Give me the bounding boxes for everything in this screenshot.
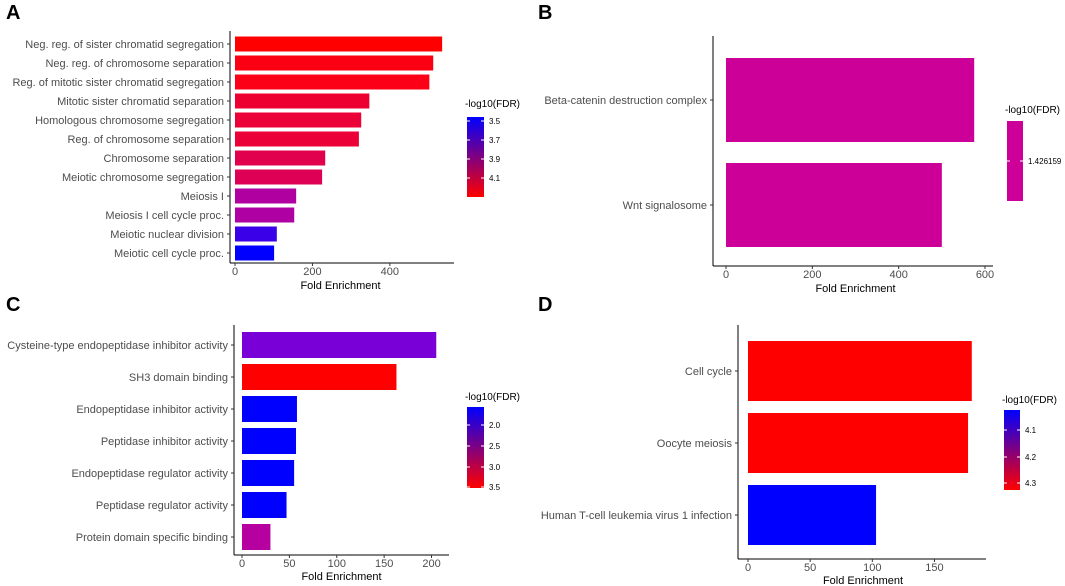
category-label: SH3 domain binding bbox=[129, 372, 228, 384]
x-tick-label: 200 bbox=[303, 266, 321, 278]
category-label: Wnt signalosome bbox=[623, 200, 707, 212]
bar bbox=[235, 226, 277, 242]
legend-colorbar bbox=[467, 117, 484, 197]
bar bbox=[235, 207, 295, 223]
bar bbox=[235, 93, 370, 109]
category-label: Mitotic sister chromatid separation bbox=[57, 96, 224, 108]
bar bbox=[235, 131, 359, 147]
panel-letter-a: A bbox=[6, 2, 20, 24]
category-label: Meiosis I cell cycle proc. bbox=[105, 210, 224, 222]
category-label: Reg. of chromosome separation bbox=[67, 134, 224, 146]
category-label: Meiotic nuclear division bbox=[110, 229, 224, 241]
legend-colorbar bbox=[1007, 121, 1023, 201]
x-tick-label: 600 bbox=[976, 269, 994, 281]
category-label: Protein domain specific binding bbox=[76, 532, 228, 544]
bar bbox=[726, 163, 942, 247]
legend-tick-label: 4.3 bbox=[1025, 479, 1037, 488]
bar bbox=[748, 341, 972, 401]
category-label: Human T-cell leukemia virus 1 infection bbox=[541, 510, 732, 522]
legend-tick-label: 1.426159 bbox=[1028, 157, 1062, 166]
category-label: Neg. reg. of chromosome separation bbox=[45, 58, 224, 70]
panel-a-chart: Neg. reg. of sister chromatid segregatio… bbox=[12, 31, 520, 292]
x-tick-label: 0 bbox=[232, 266, 238, 278]
legend-tick-label: 3.5 bbox=[489, 117, 501, 126]
category-label: Beta-catenin destruction complex bbox=[544, 95, 707, 107]
category-label: Reg. of mitotic sister chromatid segrega… bbox=[12, 77, 224, 89]
x-axis-title: Fold Enrichment bbox=[823, 575, 903, 586]
x-tick-label: 400 bbox=[889, 269, 907, 281]
panel-letter-d: D bbox=[538, 294, 552, 316]
bar bbox=[242, 364, 397, 390]
x-tick-label: 50 bbox=[804, 562, 816, 574]
bar bbox=[748, 485, 877, 545]
legend-tick-label: 3.9 bbox=[489, 155, 501, 164]
bar bbox=[726, 58, 975, 142]
legend-tick-label: 3.5 bbox=[489, 483, 501, 492]
legend-colorbar bbox=[1004, 410, 1020, 490]
legend-title: -log10(FDR) bbox=[1005, 105, 1060, 116]
bar bbox=[235, 74, 430, 90]
category-label: Endopeptidase inhibitor activity bbox=[76, 404, 228, 416]
bar bbox=[235, 169, 323, 185]
bar bbox=[235, 188, 297, 204]
bar bbox=[242, 460, 295, 486]
x-tick-label: 400 bbox=[381, 266, 399, 278]
category-label: Homologous chromosome segregation bbox=[35, 115, 224, 127]
category-label: Cysteine-type endopeptidase inhibitor ac… bbox=[7, 340, 228, 352]
x-tick-label: 100 bbox=[328, 558, 346, 570]
bar bbox=[235, 112, 362, 128]
panel-c-chart: Cysteine-type endopeptidase inhibitor ac… bbox=[7, 325, 520, 583]
x-tick-label: 150 bbox=[375, 558, 393, 570]
panel-letter-c: C bbox=[6, 294, 20, 316]
x-tick-label: 0 bbox=[723, 269, 729, 281]
x-axis-title: Fold Enrichment bbox=[300, 280, 380, 292]
category-label: Meiotic chromosome segregation bbox=[62, 172, 224, 184]
bar bbox=[242, 396, 297, 422]
category-label: Chromosome separation bbox=[104, 153, 224, 165]
bar bbox=[235, 245, 275, 261]
x-tick-label: 50 bbox=[283, 558, 295, 570]
panel-letter-b: B bbox=[538, 2, 552, 24]
legend-tick-label: 2.0 bbox=[489, 421, 501, 430]
bar bbox=[242, 428, 297, 454]
x-tick-label: 0 bbox=[239, 558, 245, 570]
x-tick-label: 200 bbox=[803, 269, 821, 281]
category-label: Endopeptidase regulator activity bbox=[71, 468, 228, 480]
bar bbox=[242, 492, 287, 518]
x-tick-label: 0 bbox=[745, 562, 751, 574]
legend-title: -log10(FDR) bbox=[465, 99, 520, 110]
bar bbox=[242, 332, 437, 358]
panel-d-chart: Cell cycle Oocyte meiosis Human T-cell leu… bbox=[541, 325, 1057, 586]
bar bbox=[235, 36, 443, 52]
category-label: Peptidase inhibitor activity bbox=[101, 436, 229, 448]
category-label: Cell cycle bbox=[685, 366, 732, 378]
legend-tick-label: 4.2 bbox=[1025, 453, 1037, 462]
bar bbox=[235, 150, 326, 166]
legend-tick-label: 2.5 bbox=[489, 442, 501, 451]
category-label: Meiotic cell cycle proc. bbox=[114, 248, 224, 260]
category-label: Meiosis I bbox=[181, 191, 224, 203]
legend-tick-label: 3.0 bbox=[489, 463, 501, 472]
category-label: Peptidase regulator activity bbox=[96, 500, 229, 512]
legend-colorbar bbox=[467, 407, 484, 488]
legend-tick-label: 4.1 bbox=[1025, 426, 1037, 435]
x-axis-title: Fold Enrichment bbox=[301, 571, 381, 583]
legend-title: -log10(FDR) bbox=[1002, 395, 1057, 406]
legend-title: -log10(FDR) bbox=[465, 392, 520, 403]
x-tick-label: 150 bbox=[925, 562, 943, 574]
panel-b-chart: Beta-catenin destruction complex Wnt sign… bbox=[544, 36, 1062, 295]
x-tick-label: 200 bbox=[422, 558, 440, 570]
bar bbox=[748, 413, 969, 473]
category-label: Oocyte meiosis bbox=[657, 438, 733, 450]
bar bbox=[242, 524, 271, 550]
x-tick-label: 100 bbox=[863, 562, 881, 574]
bar bbox=[235, 55, 434, 71]
legend-tick-label: 4.1 bbox=[489, 174, 501, 183]
category-label: Neg. reg. of sister chromatid segregatio… bbox=[25, 39, 224, 51]
x-axis-title: Fold Enrichment bbox=[815, 283, 895, 295]
legend-tick-label: 3.7 bbox=[489, 136, 501, 145]
